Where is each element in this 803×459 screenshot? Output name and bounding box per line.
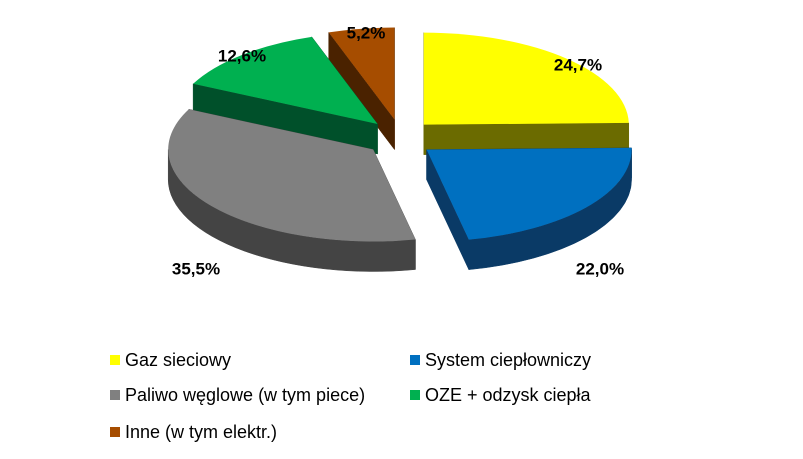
legend-item-paliwo: Paliwo węglowe (w tym piece) <box>110 383 365 407</box>
pie-labels: 24,7% 22,0% 35,5% 12,6% 5,2% <box>172 23 624 278</box>
legend-swatch <box>410 355 420 365</box>
slice-label-paliwo: 35,5% <box>172 259 220 278</box>
legend-swatch <box>110 427 120 437</box>
pie-tops <box>168 27 632 242</box>
pie-chart: 24,7% 22,0% 35,5% 12,6% 5,2% <box>167 23 632 278</box>
legend-label: OZE + odzysk ciepła <box>425 384 591 405</box>
legend-item-system: System ciepłowniczy <box>410 348 591 372</box>
legend-label: Inne (w tym elektr.) <box>125 421 278 442</box>
slice-label-gaz: 24,7% <box>554 55 602 74</box>
slice-label-inne: 5,2% <box>347 23 386 42</box>
legend-swatch <box>110 390 120 400</box>
legend-item-oze: OZE + odzysk ciepła <box>410 383 591 407</box>
legend-item-inne: Inne (w tym elektr.) <box>110 420 277 444</box>
legend-label: System ciepłowniczy <box>425 349 592 370</box>
slice-inne <box>328 27 395 120</box>
legend-item-gaz: Gaz sieciowy <box>110 348 231 372</box>
slice-system <box>426 147 632 240</box>
slice-label-oze: 12,6% <box>218 46 266 65</box>
slice-paliwo <box>168 109 416 242</box>
legend-swatch <box>410 390 420 400</box>
legend-label: Gaz sieciowy <box>125 349 232 370</box>
legend: Gaz sieciowy System ciepłowniczy Paliwo … <box>0 340 803 455</box>
slice-oze <box>193 36 378 124</box>
slice-label-system: 22,0% <box>576 259 624 278</box>
legend-label: Paliwo węglowe (w tym piece) <box>125 384 366 405</box>
slice-gaz <box>423 32 629 125</box>
legend-swatch <box>110 355 120 365</box>
